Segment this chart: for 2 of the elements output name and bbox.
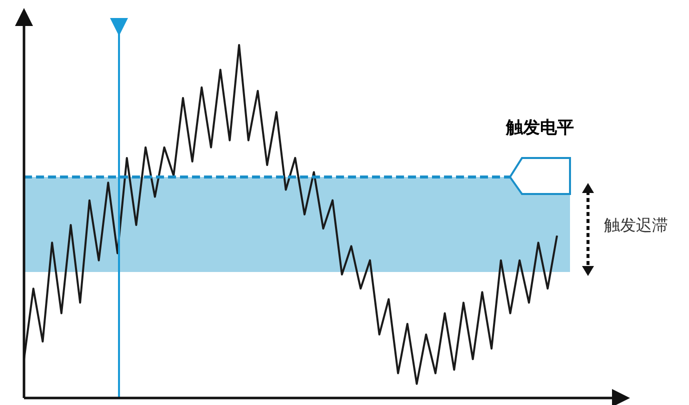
band-label: 触发迟滞	[604, 216, 668, 234]
ref-line-label: 触发电平	[505, 118, 574, 138]
